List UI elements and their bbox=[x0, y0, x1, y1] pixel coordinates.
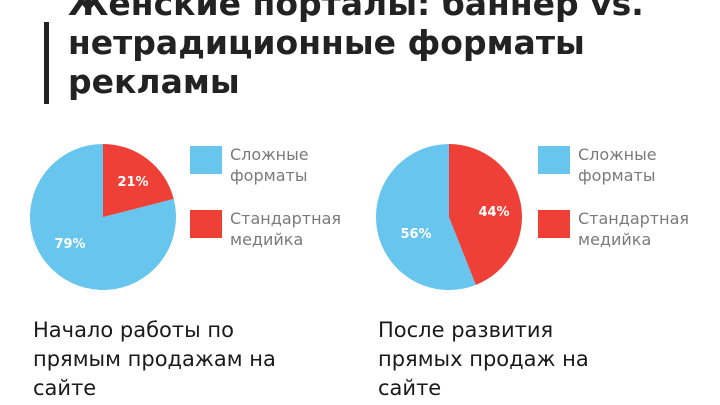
data-label-complex: 56% bbox=[400, 227, 431, 242]
legend-swatch-complex bbox=[190, 146, 222, 174]
pie-slice-standard bbox=[103, 144, 174, 217]
title-accent-bar bbox=[44, 22, 49, 104]
legend-label-standard: Стандартная медийка bbox=[230, 209, 341, 249]
title-line-1: Женские порталы: баннер vs. bbox=[68, 0, 644, 23]
legend-label-standard: Стандартная медийка bbox=[578, 209, 689, 249]
legend-swatch-standard bbox=[190, 210, 222, 238]
chart-caption-after: После развития прямых продаж на сайте bbox=[378, 318, 589, 400]
legend-swatch-standard bbox=[538, 210, 570, 238]
data-label-complex: 79% bbox=[54, 237, 85, 252]
chart-caption-start: Начало работы по прямым продажам на сайт… bbox=[33, 318, 276, 400]
title-line-2: нетрадиционные форматы bbox=[68, 23, 585, 62]
pie-chart-after: 56% 44% bbox=[376, 144, 522, 290]
title-line-3: рекламы bbox=[68, 62, 240, 101]
legend-item-complex-2: Сложные форматы bbox=[538, 144, 708, 186]
data-label-standard: 21% bbox=[117, 175, 148, 190]
legend-label-complex: Сложные форматы bbox=[230, 145, 309, 185]
legend-item-standard-1: Стандартная медийка bbox=[190, 208, 360, 250]
pie-slice-complex bbox=[376, 144, 476, 290]
pie-slice-standard bbox=[449, 144, 522, 285]
legend-item-complex-1: Сложные форматы bbox=[190, 144, 360, 186]
legend-swatch-complex bbox=[538, 146, 570, 174]
page-title: Женские порталы: баннер vs. нетрадиционн… bbox=[68, 0, 708, 101]
pie-chart-start: 79% 21% bbox=[30, 144, 176, 290]
legend-item-standard-2: Стандартная медийка bbox=[538, 208, 708, 250]
data-label-standard: 44% bbox=[478, 205, 509, 220]
legend-label-complex: Сложные форматы bbox=[578, 145, 657, 185]
